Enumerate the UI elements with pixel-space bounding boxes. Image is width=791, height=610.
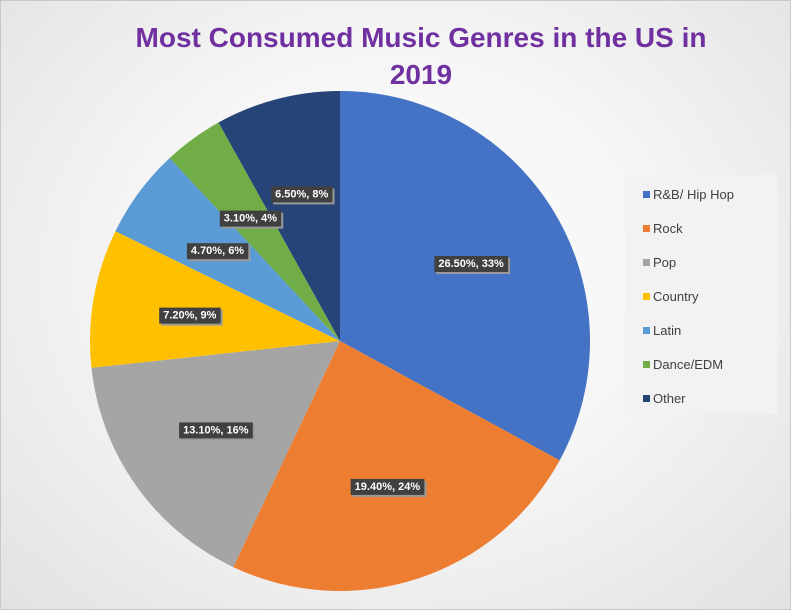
legend-label: R&B/ Hip Hop (653, 187, 734, 202)
pie-slice-dance-edm (169, 122, 340, 342)
data-label-text: 26.50%, 33% (438, 258, 504, 270)
pie-slice-r-b-hip-hop (340, 91, 590, 461)
legend-item-country: Country (643, 287, 777, 321)
data-label-text: 4.70%, 6% (191, 245, 244, 257)
data-label-text: 6.50%, 8% (275, 188, 328, 200)
data-label-latin: 4.70%, 6% (186, 243, 251, 262)
legend-item-rock: Rock (643, 219, 777, 253)
pie-slice-pop (91, 341, 340, 568)
data-label-dance-edm: 3.10%, 4% (219, 210, 284, 229)
pie-slice-country (90, 231, 340, 368)
data-label-other: 6.50%, 8% (271, 186, 335, 205)
legend-item-latin: Latin (643, 321, 777, 355)
legend-label: Dance/EDM (653, 357, 724, 372)
data-label-pop: 13.10%, 16% (179, 422, 255, 441)
legend-label: Country (653, 289, 699, 304)
legend-label: Pop (653, 255, 677, 270)
legend-item-r-b-hip-hop: R&B/ Hip Hop (643, 185, 777, 219)
data-label-text: 19.40%, 24% (355, 481, 421, 493)
legend-swatch (643, 327, 650, 334)
legend-label: Rock (653, 221, 683, 236)
legend-item-dance-edm: Dance/EDM (643, 355, 777, 389)
data-label-r-b-hip-hop: 26.50%, 33% (434, 256, 511, 274)
chart-legend: R&B/ Hip Hop Rock Pop Country Latin Dance/EDM… (625, 175, 777, 413)
legend-swatch (643, 293, 650, 300)
legend-swatch (643, 395, 650, 402)
legend-label: Other (653, 391, 686, 406)
legend-item-pop: Pop (643, 253, 777, 287)
legend-label: Latin (653, 323, 682, 338)
legend-swatch (643, 191, 650, 198)
data-label-text: 13.10%, 16% (183, 424, 249, 436)
legend-swatch (643, 225, 650, 232)
legend-swatch (643, 361, 650, 368)
legend-swatch (643, 259, 650, 266)
pie-slice-rock (233, 341, 560, 591)
chart-title: Most Consumed Music Genres in the US in … (135, 22, 707, 90)
data-label-text: 3.10%, 4% (224, 213, 277, 225)
data-label-rock: 19.40%, 24% (350, 478, 427, 497)
data-label-text: 7.20%, 9% (163, 310, 216, 322)
legend-item-other: Other (643, 389, 777, 423)
data-label-country: 7.20%, 9% (159, 307, 223, 326)
